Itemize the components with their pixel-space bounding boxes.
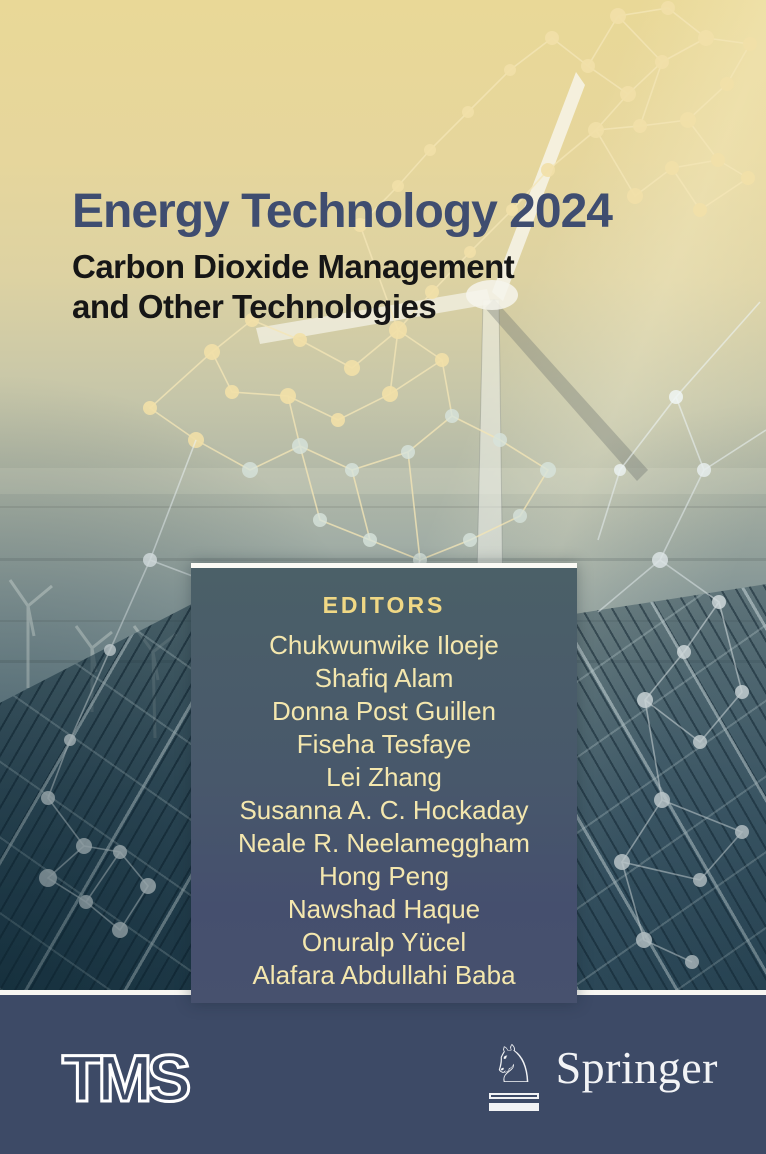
editor-name: Shafiq Alam — [314, 663, 454, 693]
tms-logo: TMS — [60, 1040, 192, 1115]
subtitle-line-1: Carbon Dioxide Management — [72, 247, 515, 285]
editor-name: Donna Post Guillen — [271, 696, 497, 726]
springer-logo: ♘ Springer — [486, 1039, 718, 1111]
springer-emblem-plinth — [488, 1092, 539, 1099]
editor-name: Alafara Abdullahi Baba — [252, 960, 516, 990]
book-title: Energy Technology 2024 — [72, 185, 613, 238]
springer-horse-emblem: ♘ — [486, 1039, 542, 1111]
publisher-name: Springer — [555, 1042, 718, 1093]
editors-panel: EDITORS Chukwunwike Iloeje Shafiq Alam Don… — [191, 563, 577, 1003]
editor-name: Hong Peng — [318, 861, 450, 891]
editor-name: Nawshad Haque — [287, 894, 481, 924]
editor-name: Chukwunwike Iloeje — [269, 630, 499, 660]
springer-horse-icon: ♘ — [490, 1034, 537, 1095]
editor-name: Onuralp Yücel — [301, 927, 467, 957]
editors-heading: EDITORS — [322, 592, 446, 618]
subtitle-line-2: and Other Technologies — [72, 287, 437, 325]
editor-name: Fiseha Tesfaye — [296, 729, 472, 759]
editor-name: Neale R. Neelameggham — [238, 828, 530, 858]
editors-list: Chukwunwike Iloeje Shafiq Alam Donna Post … — [191, 629, 577, 992]
springer-emblem-base — [488, 1102, 539, 1111]
footer-bar: TMS ♘ Springer — [0, 995, 766, 1154]
book-subtitle: Carbon Dioxide Management and Other Tech… — [72, 247, 612, 327]
editor-name: Susanna A. C. Hockaday — [239, 795, 529, 825]
editor-name: Lei Zhang — [326, 762, 442, 792]
title-block: Energy Technology 2024 Carbon Dioxide Ma… — [72, 185, 613, 327]
